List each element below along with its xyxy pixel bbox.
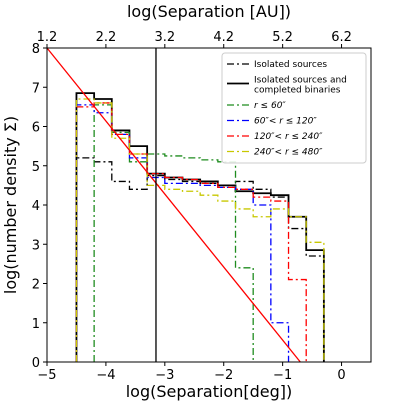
legend-label: Isolated sources bbox=[254, 60, 327, 70]
fit-line bbox=[46, 47, 301, 363]
legend-label: r ≤ 60″ bbox=[254, 101, 286, 111]
x-tick-label: −4 bbox=[96, 368, 115, 383]
legend-label: 60″< r ≤ 120″ bbox=[254, 117, 317, 127]
y-tick-label: 8 bbox=[32, 42, 40, 57]
y-tick-label: 0 bbox=[32, 356, 40, 371]
x-tick-label: −5 bbox=[37, 368, 56, 383]
top-x-tick-label: 5.2 bbox=[272, 30, 293, 45]
y-tick-label: 1 bbox=[32, 317, 40, 332]
legend-label: 240″< r ≤ 480″ bbox=[254, 148, 323, 158]
legend-label: Isolated sources and bbox=[254, 76, 347, 86]
y-tick-label: 2 bbox=[32, 278, 40, 293]
y-tick-label: 6 bbox=[32, 121, 40, 136]
top-x-tick-label: 3.2 bbox=[154, 30, 175, 45]
top-x-tick-label: 1.2 bbox=[37, 30, 58, 45]
x-axis-title: log(Separation[deg]) bbox=[126, 382, 293, 401]
legend-label: 120″< r ≤ 240″ bbox=[254, 132, 323, 142]
x-tick-label: 0 bbox=[337, 368, 345, 383]
legend: Isolated sources Isolated sources andcomp… bbox=[221, 52, 367, 164]
series-line-5 bbox=[75, 98, 325, 362]
y-tick-label: 5 bbox=[32, 160, 40, 175]
x-tick-label: −2 bbox=[214, 368, 233, 383]
legend-label: completed binaries bbox=[254, 86, 341, 96]
y-tick-label: 7 bbox=[32, 81, 40, 96]
legend-box bbox=[221, 52, 367, 164]
x-tick-label: −1 bbox=[273, 368, 292, 383]
top-x-tick-label: 4.2 bbox=[213, 30, 234, 45]
y-axis-title: log(number density Σ) bbox=[1, 116, 20, 294]
x-tick-label: −3 bbox=[155, 368, 174, 383]
series-5 bbox=[75, 98, 325, 362]
top-x-tick-label: 6.2 bbox=[331, 30, 352, 45]
y-tick-label: 3 bbox=[32, 238, 40, 253]
top-x-tick-label: 2.2 bbox=[96, 30, 117, 45]
y-tick-label: 4 bbox=[32, 199, 40, 214]
top-x-axis-title: log(Separation [AU]) bbox=[127, 2, 291, 21]
